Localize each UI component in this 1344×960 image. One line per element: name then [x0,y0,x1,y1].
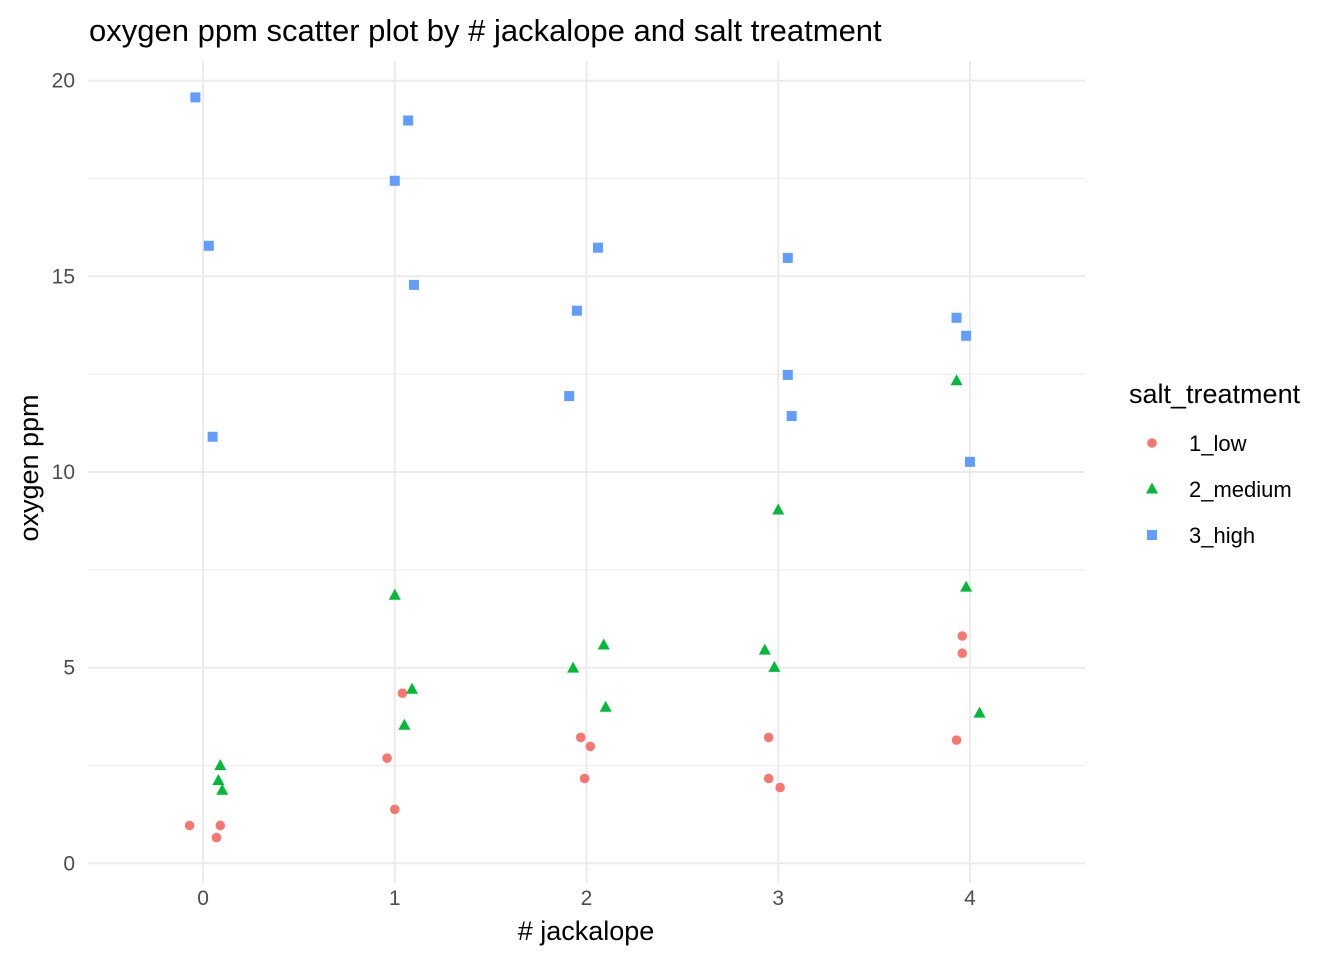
point-3_high [207,431,218,442]
point-2_medium [567,661,580,673]
legend: salt_treatment 1_low 2_medium 3_high [1129,379,1301,548]
y-axis-label: oxygen ppm [14,394,44,541]
x-tick-label: 0 [197,887,209,910]
point-1_low [215,820,226,831]
y-tick-label: 10 [52,461,75,484]
point-1_low [957,631,968,641]
point-2_medium [216,783,229,795]
point-2_medium [599,700,612,712]
legend-label: 2_medium [1189,477,1292,502]
grid [88,61,1085,883]
point-1_low [579,773,590,784]
legend-key-1_low [1147,438,1157,448]
point-3_high [571,305,582,316]
legend-key-3_high [1147,530,1157,540]
legend-label: 3_high [1189,523,1255,548]
y-tick-label: 15 [52,265,75,288]
point-1_low [775,782,785,793]
point-2_medium [973,706,986,718]
point-3_high [389,175,400,186]
point-3_high [964,456,975,467]
point-1_low [763,773,774,784]
point-3_high [203,240,214,251]
point-3_high [403,115,414,126]
point-2_medium [398,718,411,730]
x-tick-label: 3 [772,887,784,910]
point-2_medium [597,638,610,650]
point-1_low [184,820,195,831]
x-tick-label: 2 [581,887,593,910]
point-2_medium [388,588,401,600]
point-1_low [763,732,774,743]
y-tick-label: 5 [63,657,75,680]
point-1_low [389,804,400,815]
point-2_medium [772,503,785,515]
point-3_high [190,92,201,103]
point-2_medium [960,580,973,592]
y-tick-label: 0 [63,852,75,875]
x-tick-label: 4 [964,887,976,910]
point-3_high [786,411,797,422]
point-3_high [564,391,575,402]
point-2_medium [758,643,771,655]
y-tick-label: 20 [52,70,75,93]
point-1_low [575,732,586,743]
point-3_high [593,242,604,253]
x-axis-ticks: 0 1 2 3 4 [197,887,976,910]
x-axis-label: # jackalope [518,916,655,946]
point-3_high [951,312,962,323]
data-points [184,92,986,843]
point-2_medium [950,374,963,386]
point-3_high [782,369,793,380]
x-tick-label: 1 [389,887,401,910]
y-axis-ticks: 0 5 10 15 20 [52,70,75,876]
legend-key-2_medium [1146,482,1158,494]
legend-title: salt_treatment [1129,379,1301,409]
point-1_low [382,753,392,763]
point-2_medium [212,773,225,785]
point-3_high [782,252,793,263]
legend-label: 1_low [1189,431,1247,456]
point-1_low [211,832,222,843]
point-2_medium [768,660,781,672]
point-1_low [397,688,408,698]
chart-title: oxygen ppm scatter plot by # jackalope a… [89,13,882,48]
point-1_low [951,735,962,745]
point-3_high [961,330,972,341]
point-2_medium [214,759,227,771]
point-1_low [957,648,968,659]
point-3_high [408,279,419,290]
point-1_low [585,741,596,752]
point-2_medium [406,682,419,694]
